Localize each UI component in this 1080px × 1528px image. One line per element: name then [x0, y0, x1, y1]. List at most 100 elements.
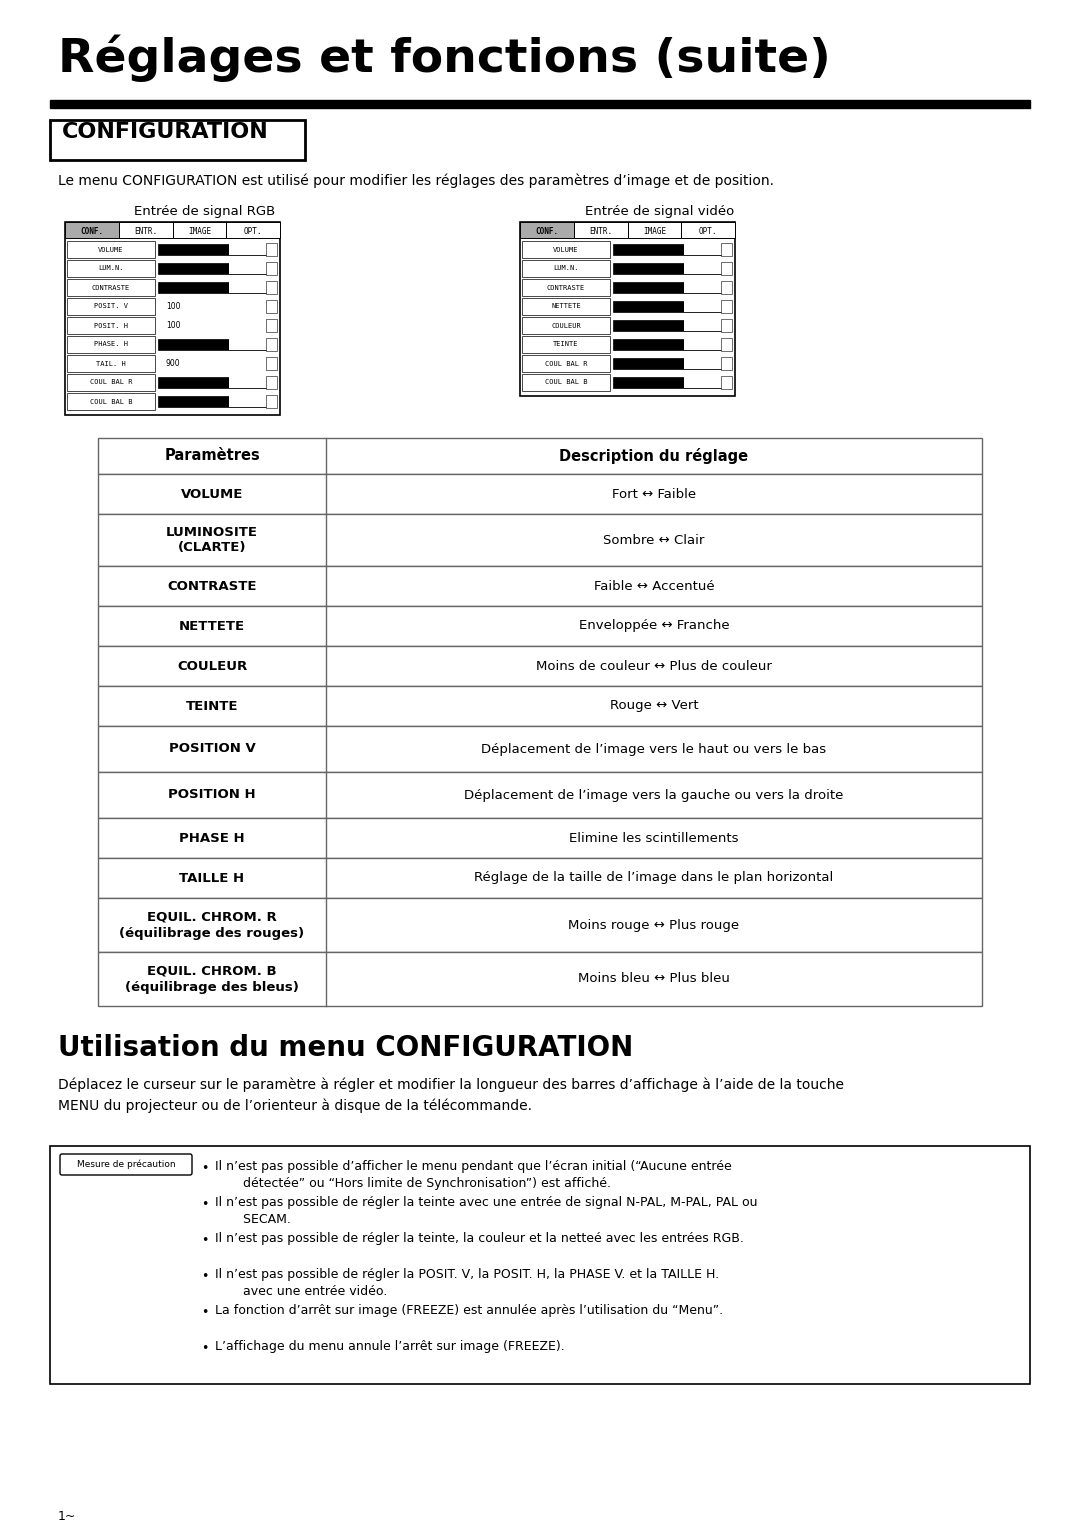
- Text: PHASE H: PHASE H: [179, 831, 245, 845]
- Bar: [522, 316, 610, 335]
- Text: COUL BAL B: COUL BAL B: [544, 379, 588, 385]
- Bar: [684, 339, 726, 350]
- Bar: [67, 241, 156, 258]
- Text: Description du réglage: Description du réglage: [559, 448, 748, 465]
- Bar: [65, 222, 280, 416]
- FancyBboxPatch shape: [60, 1154, 192, 1175]
- Bar: [158, 263, 271, 274]
- Text: Déplacement de l’image vers le haut ou vers le bas: Déplacement de l’image vers le haut ou v…: [482, 743, 826, 755]
- Bar: [613, 244, 726, 255]
- Bar: [721, 243, 732, 257]
- Text: POSIT. V: POSIT. V: [94, 304, 129, 310]
- Text: EQUIL. CHROM. R
(équilibrage des rouges): EQUIL. CHROM. R (équilibrage des rouges): [120, 911, 305, 940]
- Bar: [50, 99, 1030, 108]
- Bar: [522, 354, 610, 371]
- Bar: [613, 263, 726, 274]
- Text: Moins bleu ↔ Plus bleu: Moins bleu ↔ Plus bleu: [578, 972, 730, 986]
- Text: Déplacement de l’image vers la gauche ou vers la droite: Déplacement de l’image vers la gauche ou…: [464, 788, 843, 802]
- Text: Il n’est pas possible de régler la teinte avec une entrée de signal N-PAL, M-PAL: Il n’est pas possible de régler la teint…: [215, 1196, 757, 1225]
- Text: IMAGE: IMAGE: [188, 226, 211, 235]
- Bar: [67, 260, 156, 277]
- Text: Il n’est pas possible de régler la POSIT. V, la POSIT. H, la PHASE V. et la TAIL: Il n’est pas possible de régler la POSIT…: [215, 1268, 719, 1297]
- Bar: [684, 244, 726, 255]
- Bar: [98, 726, 982, 772]
- Bar: [522, 280, 610, 296]
- Bar: [573, 222, 627, 238]
- Text: 100: 100: [165, 303, 180, 312]
- Bar: [98, 513, 982, 565]
- Bar: [98, 772, 982, 817]
- Bar: [158, 283, 271, 293]
- Bar: [684, 319, 726, 332]
- Text: EQUIL. CHROM. B
(équilibrage des bleus): EQUIL. CHROM. B (équilibrage des bleus): [125, 964, 299, 993]
- Text: TAIL. H: TAIL. H: [96, 361, 126, 367]
- Bar: [684, 358, 726, 368]
- Bar: [613, 377, 726, 388]
- Bar: [266, 396, 276, 408]
- Text: Moins rouge ↔ Plus rouge: Moins rouge ↔ Plus rouge: [568, 918, 740, 932]
- Text: LUMINOSITE
(CLARTE): LUMINOSITE (CLARTE): [166, 526, 258, 555]
- Text: CONF.: CONF.: [80, 226, 104, 235]
- Bar: [158, 396, 271, 406]
- Text: NETTETE: NETTETE: [179, 619, 245, 633]
- Text: CONF.: CONF.: [536, 226, 558, 235]
- Bar: [681, 222, 735, 238]
- Text: Paramètres: Paramètres: [164, 449, 260, 463]
- Text: CONFIGURATION: CONFIGURATION: [62, 122, 269, 142]
- Text: ENTR.: ENTR.: [589, 226, 612, 235]
- Text: TAILLE H: TAILLE H: [179, 871, 244, 885]
- Bar: [67, 336, 156, 353]
- Bar: [158, 377, 271, 388]
- Text: Il n’est pas possible de régler la teinte, la couleur et la netteé avec les entr: Il n’est pas possible de régler la teint…: [215, 1232, 744, 1245]
- Bar: [65, 222, 119, 238]
- Bar: [613, 358, 726, 368]
- Text: Utilisation du menu CONFIGURATION: Utilisation du menu CONFIGURATION: [58, 1034, 633, 1062]
- Text: Réglage de la taille de l’image dans le plan horizontal: Réglage de la taille de l’image dans le …: [474, 871, 834, 885]
- Bar: [613, 319, 726, 332]
- Bar: [98, 817, 982, 859]
- Text: POSITION H: POSITION H: [168, 788, 256, 802]
- Text: NETTETE: NETTETE: [551, 304, 581, 310]
- Text: Elimine les scintillements: Elimine les scintillements: [569, 831, 739, 845]
- Text: POSITION V: POSITION V: [168, 743, 255, 755]
- Text: CONTRASTE: CONTRASTE: [167, 579, 257, 593]
- Text: IMAGE: IMAGE: [643, 226, 666, 235]
- Bar: [266, 319, 276, 332]
- Bar: [158, 244, 271, 255]
- Text: Faible ↔ Accentué: Faible ↔ Accentué: [594, 579, 714, 593]
- Text: ENTR.: ENTR.: [134, 226, 158, 235]
- Bar: [613, 283, 726, 293]
- Text: Le menu CONFIGURATION est utilisé pour modifier les réglages des paramètres d’im: Le menu CONFIGURATION est utilisé pour m…: [58, 173, 774, 188]
- Bar: [613, 301, 726, 312]
- Bar: [50, 121, 305, 160]
- Text: TEINTE: TEINTE: [186, 700, 239, 712]
- Bar: [229, 339, 271, 350]
- Bar: [229, 244, 271, 255]
- Text: 100: 100: [165, 321, 180, 330]
- Text: •: •: [201, 1235, 208, 1247]
- Text: LUM.N.: LUM.N.: [553, 266, 579, 272]
- Bar: [522, 298, 610, 315]
- Bar: [519, 222, 573, 238]
- Text: L’affichage du menu annule l’arrêt sur image (FREEZE).: L’affichage du menu annule l’arrêt sur i…: [215, 1340, 565, 1352]
- Text: 1~: 1~: [58, 1510, 77, 1523]
- Text: Sombre ↔ Clair: Sombre ↔ Clair: [604, 533, 704, 547]
- Text: Rouge ↔ Vert: Rouge ↔ Vert: [610, 700, 699, 712]
- Bar: [613, 339, 726, 350]
- Bar: [67, 316, 156, 335]
- Text: VOLUME: VOLUME: [553, 246, 579, 252]
- Bar: [98, 859, 982, 898]
- Bar: [266, 281, 276, 293]
- Bar: [266, 338, 276, 351]
- Text: COUL BAL R: COUL BAL R: [544, 361, 588, 367]
- Text: Il n’est pas possible d’afficher le menu pendant que l’écran initial (“Aucune en: Il n’est pas possible d’afficher le menu…: [215, 1160, 732, 1190]
- Bar: [158, 339, 271, 350]
- Bar: [229, 377, 271, 388]
- Bar: [98, 898, 982, 952]
- Bar: [266, 261, 276, 275]
- Bar: [721, 281, 732, 293]
- Text: •: •: [201, 1270, 208, 1284]
- Bar: [522, 260, 610, 277]
- Bar: [522, 374, 610, 391]
- Bar: [98, 607, 982, 646]
